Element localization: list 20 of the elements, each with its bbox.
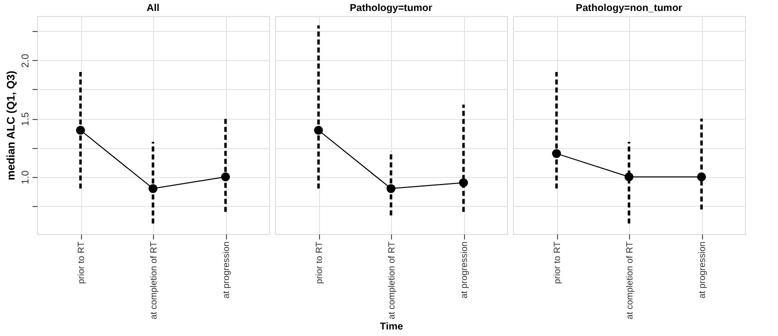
x-axis-title: Time	[380, 321, 404, 332]
chart-title: Pathology=tumor	[350, 3, 432, 14]
chart-title: All	[146, 3, 160, 14]
point	[221, 172, 230, 182]
x-tick-label: at progression	[697, 242, 707, 299]
x-tick-label: at completion of RT	[386, 241, 396, 320]
y-tick-label: 1.0	[20, 170, 32, 184]
x-tick-label: at progression	[459, 242, 469, 299]
point	[148, 184, 158, 193]
x-tick-label: prior to RT	[552, 241, 562, 284]
y-tick-label: 1.5	[20, 112, 32, 126]
x-tick-label: at completion of RT	[624, 241, 634, 320]
y-axis-title: median ALC (Q1, Q3)	[6, 70, 18, 180]
chart-title: Pathology=non_tumor	[576, 3, 682, 14]
x-tick-label: prior to RT	[76, 241, 86, 284]
x-tick-label: prior to RT	[314, 241, 324, 284]
x-tick-label: at completion of RT	[148, 241, 158, 320]
y-tick-label: 2.0	[20, 53, 32, 68]
x-tick-label: at progression	[221, 242, 231, 299]
point	[76, 126, 85, 135]
